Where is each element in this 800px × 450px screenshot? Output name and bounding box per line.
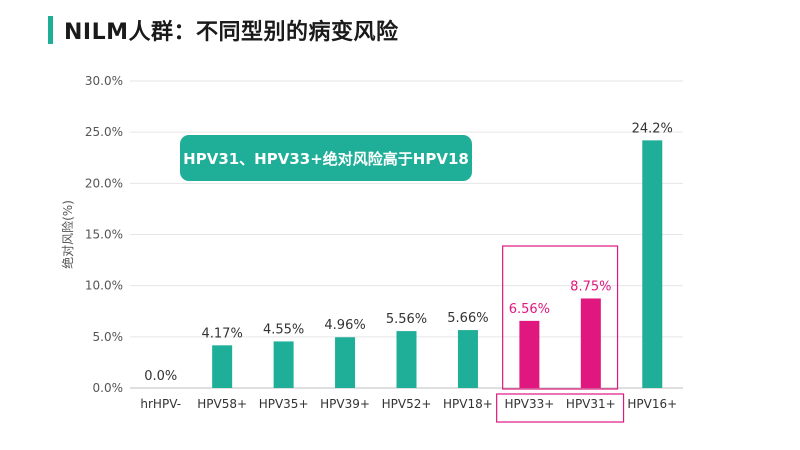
- y-tick-label: 20.0%: [85, 176, 123, 190]
- data-label: 8.75%: [570, 279, 611, 294]
- bar-HPV16+: [642, 140, 663, 388]
- y-tick-label: 30.0%: [85, 74, 123, 88]
- x-tick-label: hrHPV-: [140, 397, 181, 411]
- data-label: 4.17%: [202, 326, 243, 341]
- x-tick-label: HPV58+: [197, 397, 247, 411]
- x-tick-label: HPV33+: [504, 397, 554, 411]
- x-tick-label: HPV16+: [627, 397, 677, 411]
- data-label: 6.56%: [509, 302, 550, 317]
- bar-HPV18+: [457, 330, 478, 388]
- x-tick-label: HPV52+: [382, 397, 432, 411]
- highlight-frame-bars: [502, 245, 619, 390]
- y-axis-title: 绝对风险(%): [60, 200, 75, 269]
- title-accent-bar: [48, 16, 53, 44]
- bar-HPV39+: [335, 337, 356, 388]
- x-tick-label: HPV39+: [320, 397, 370, 411]
- y-tick-label: 10.0%: [85, 279, 123, 293]
- x-tick-label: HPV31+: [566, 397, 616, 411]
- bar-HPV52+: [396, 331, 417, 388]
- bar-HPV33+: [519, 320, 540, 388]
- bar-HPV35+: [273, 341, 294, 388]
- page-title: NILM人群：不同型别的病变风险: [64, 20, 399, 45]
- y-tick-label: 5.0%: [93, 330, 124, 344]
- data-label: 5.66%: [447, 311, 488, 326]
- callout-box: HPV31、HPV33+绝对风险高于HPV18: [180, 135, 472, 181]
- y-tick-label: 25.0%: [85, 125, 123, 139]
- highlight-frame-labels: [496, 393, 625, 423]
- bar-HPV31+: [580, 298, 601, 388]
- x-tick-label: HPV18+: [443, 397, 493, 411]
- data-label: 5.56%: [386, 312, 427, 327]
- data-label: 0.0%: [144, 369, 177, 384]
- data-label: 4.55%: [263, 322, 304, 337]
- callout-text: HPV31、HPV33+绝对风险高于HPV18: [183, 149, 469, 168]
- data-label: 24.2%: [632, 121, 673, 136]
- y-tick-label: 15.0%: [85, 228, 123, 242]
- bar-HPV58+: [212, 345, 233, 388]
- y-tick-label: 0.0%: [93, 381, 124, 395]
- x-tick-label: HPV35+: [259, 397, 309, 411]
- data-label: 4.96%: [324, 318, 365, 333]
